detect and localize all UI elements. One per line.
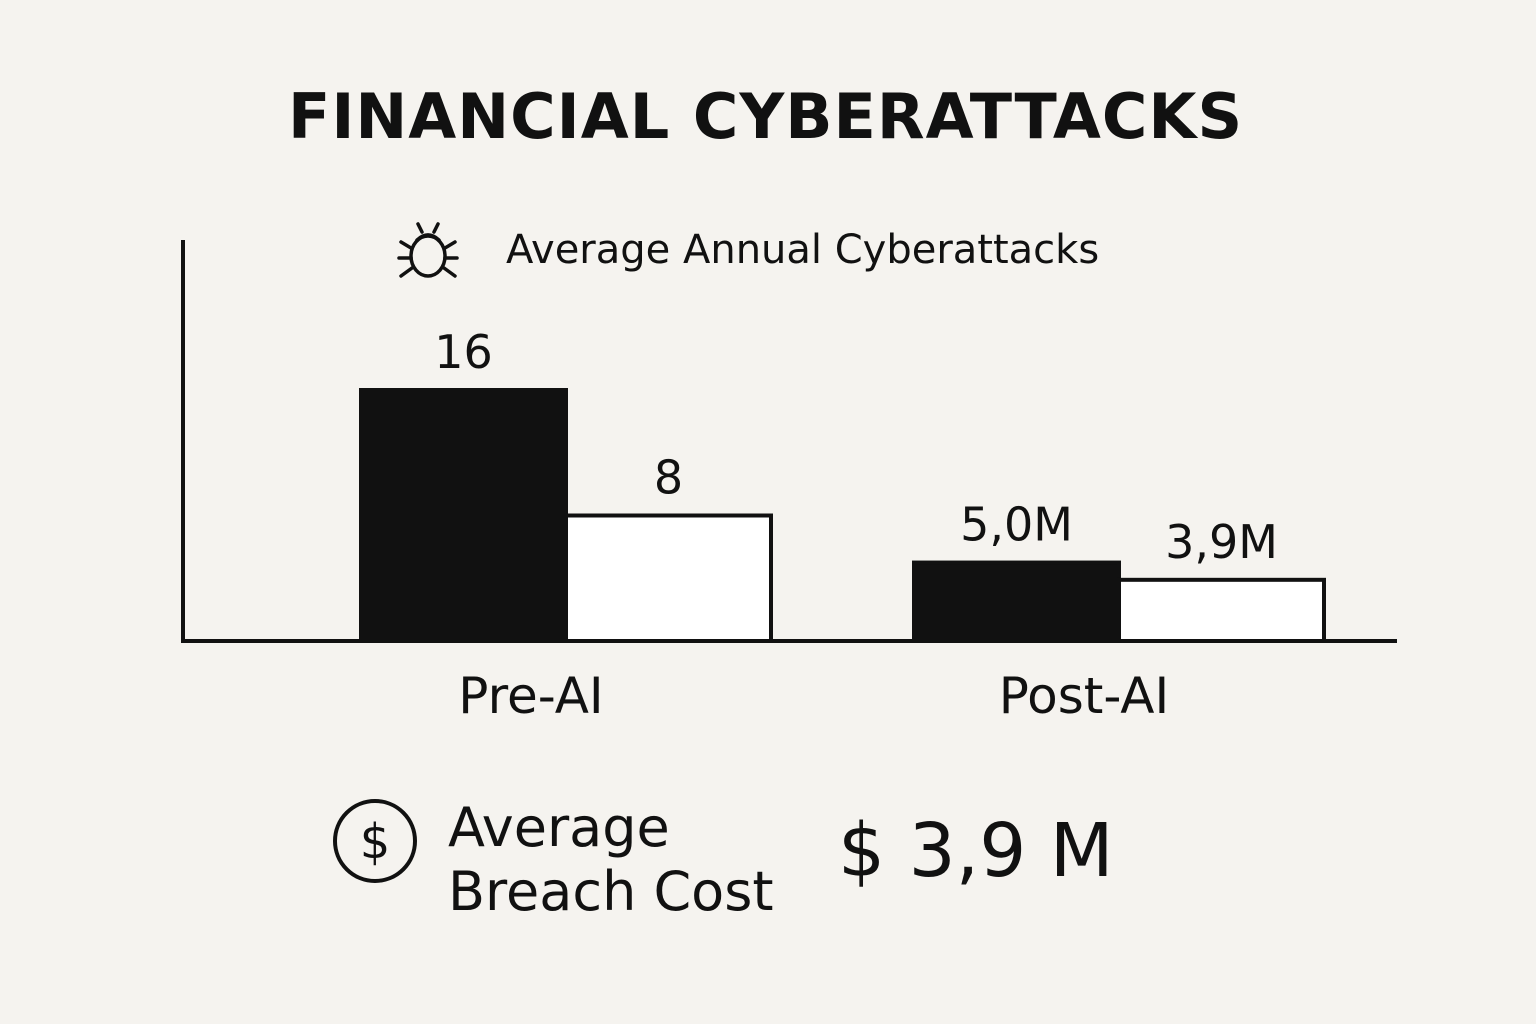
dollar-circle-icon: $	[333, 799, 417, 883]
data-label-pre-ai-1: 16	[434, 325, 493, 379]
svg-text:$: $	[360, 814, 391, 870]
bar-post-ai-2	[1117, 577, 1326, 643]
category-label-post-ai: Post-AI	[999, 667, 1170, 725]
bar-pre-ai-2	[564, 513, 773, 643]
bar-pre-ai-1	[359, 388, 568, 643]
legend-label: Average Annual Cyberattacks	[506, 227, 1099, 273]
data-label-post-ai-1: 5,0M	[960, 498, 1073, 552]
bar-chart: Average Annual Cyberattacks 16 8 Pre-AI 5,0…	[181, 222, 1397, 725]
bug-icon	[397, 222, 459, 278]
breach-cost-label: Average Breach Cost	[448, 796, 774, 924]
breach-cost-value: $ 3,9 M	[838, 808, 1114, 894]
breach-cost-label-line1: Average	[448, 796, 670, 859]
breach-cost-label-line2: Breach Cost	[448, 860, 774, 923]
category-label-pre-ai: Pre-AI	[458, 667, 603, 725]
bars-group: 16 8 Pre-AI 5,0M 3,9M Post-AI	[359, 325, 1326, 725]
data-label-pre-ai-2: 8	[654, 451, 683, 505]
data-label-post-ai-2: 3,9M	[1165, 515, 1278, 569]
bar-post-ai-1	[912, 560, 1121, 643]
chart-title: FINANCIAL CYBERATTACKS	[288, 80, 1244, 153]
